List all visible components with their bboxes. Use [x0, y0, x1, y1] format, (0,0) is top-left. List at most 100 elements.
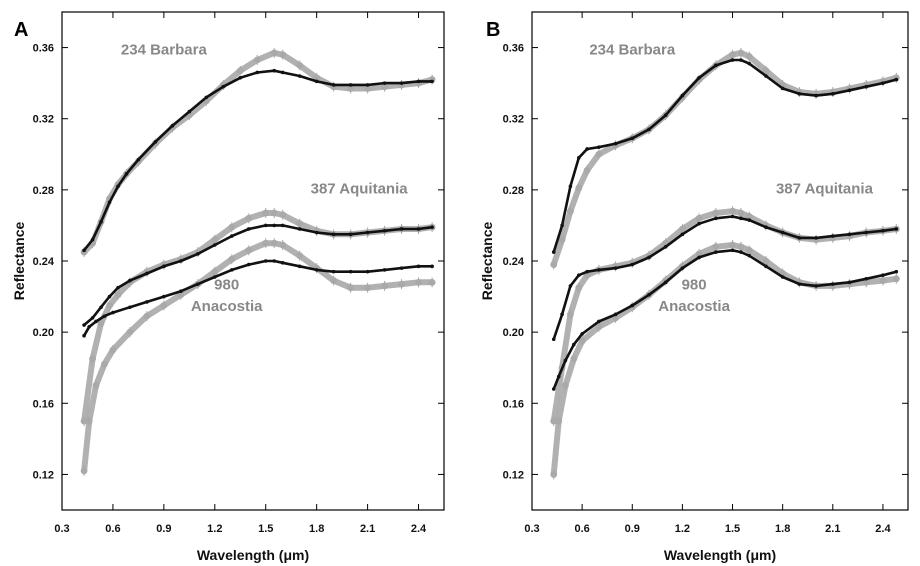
model-point: [764, 264, 768, 269]
model-point: [747, 218, 752, 222]
y-tick-label: 0.32: [503, 114, 524, 126]
y-axis-title: Reflectance: [11, 221, 27, 300]
x-tick-label: 2.1: [360, 523, 375, 535]
series-label: 234 Barbara: [589, 42, 676, 59]
model-point: [881, 273, 885, 278]
model-point: [739, 250, 743, 254]
model-point: [116, 184, 120, 189]
model-point: [365, 230, 370, 235]
model-point: [170, 124, 175, 128]
model-point: [814, 236, 818, 240]
observed-series: [80, 238, 436, 476]
model-point: [145, 271, 149, 276]
model-point: [576, 273, 581, 278]
model-series: [82, 68, 434, 253]
model-point: [272, 68, 277, 73]
model-point: [747, 61, 752, 66]
y-tick-label: 0.16: [503, 398, 524, 410]
model-point: [864, 276, 869, 281]
model-point: [365, 83, 370, 87]
observed-series: [550, 239, 900, 480]
model-point: [94, 319, 98, 324]
model-point: [416, 227, 421, 231]
model-point: [229, 234, 234, 238]
y-tick-label: 0.28: [503, 185, 524, 197]
model-point: [87, 325, 91, 329]
model-point: [416, 264, 421, 269]
model-point: [99, 220, 103, 224]
x-tick-label: 0.6: [105, 523, 120, 535]
y-tick-label: 0.20: [503, 327, 524, 339]
observed-band: [550, 49, 900, 268]
panel-a: 0.3 0.6 0.9 1.2 1.5 1.8 2.1 2.4 0.12 0.16 0.20 0.24…: [11, 11, 445, 563]
model-point: [280, 70, 285, 75]
model-point: [229, 268, 234, 272]
model-point: [90, 237, 95, 242]
model-point: [894, 77, 899, 82]
model-point: [585, 269, 589, 274]
model-point: [124, 172, 129, 176]
series-label: 980: [214, 276, 239, 293]
model-series: [551, 214, 899, 342]
observed-band: [81, 240, 436, 474]
model-point: [881, 81, 885, 85]
model-point: [314, 268, 319, 272]
model-point: [630, 303, 635, 308]
model-point: [314, 79, 319, 84]
model-point: [597, 145, 601, 149]
model-point: [116, 285, 120, 290]
model-point: [764, 225, 768, 230]
model-point: [580, 332, 584, 336]
panel-letter: A: [14, 19, 28, 41]
model-point: [196, 252, 200, 256]
model-point: [272, 223, 277, 228]
model-point: [82, 323, 86, 327]
y-tick-label: 0.28: [33, 185, 54, 197]
model-point: [814, 284, 818, 288]
model-point: [563, 358, 568, 363]
model-series: [551, 58, 899, 254]
model-point: [647, 127, 651, 132]
x-tick-label: 1.5: [258, 523, 273, 535]
model-point: [680, 93, 685, 98]
model-point: [348, 83, 353, 87]
model-point: [613, 141, 618, 146]
model-point: [348, 232, 353, 237]
model-point: [187, 109, 192, 114]
model-point: [90, 316, 95, 320]
model-point: [797, 282, 802, 286]
model-point: [179, 259, 183, 263]
model-point: [416, 79, 421, 84]
series-label: 387 Aquitania: [776, 180, 874, 197]
model-point: [847, 232, 852, 237]
observed-band: [550, 242, 900, 478]
model-point: [739, 58, 743, 62]
model-point: [213, 243, 217, 247]
x-tick-label: 0.6: [574, 523, 589, 535]
model-point: [747, 253, 752, 258]
y-tick-label: 0.36: [33, 43, 54, 55]
model-point: [107, 200, 112, 205]
model-point: [107, 294, 112, 299]
model-point: [551, 250, 556, 254]
x-tick-label: 1.8: [775, 523, 790, 535]
model-point: [560, 223, 564, 228]
model-point: [894, 269, 899, 274]
model-point: [145, 300, 149, 304]
series-label: Anacostia: [191, 298, 263, 315]
y-axis-title: Reflectance: [479, 221, 495, 300]
model-point: [831, 282, 835, 286]
model-point: [136, 157, 141, 162]
model-point: [153, 140, 158, 144]
model-point: [780, 230, 785, 235]
model-point: [560, 312, 564, 317]
observed-series: [550, 206, 900, 427]
x-tick-label: 2.1: [825, 523, 840, 535]
model-point: [331, 269, 336, 274]
x-tick-label: 2.4: [411, 523, 427, 535]
model-point: [585, 147, 589, 151]
y-tick-label: 0.24: [503, 256, 525, 268]
model-point: [714, 216, 718, 221]
model-point: [730, 214, 735, 219]
